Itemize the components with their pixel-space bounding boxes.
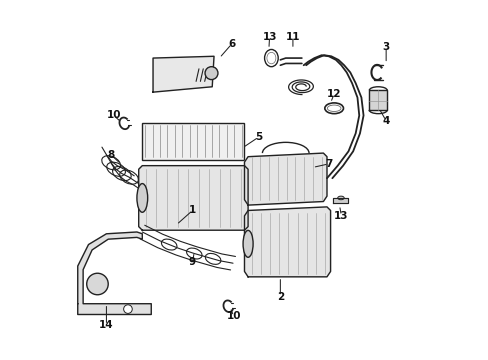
Text: 10: 10 xyxy=(106,111,121,121)
Polygon shape xyxy=(244,207,330,277)
Ellipse shape xyxy=(137,184,147,212)
Text: 14: 14 xyxy=(99,320,114,330)
Text: 13: 13 xyxy=(333,211,348,221)
Text: 8: 8 xyxy=(107,150,115,160)
Text: 9: 9 xyxy=(188,257,196,267)
Text: 11: 11 xyxy=(285,32,300,41)
Text: 13: 13 xyxy=(262,32,276,41)
Circle shape xyxy=(86,273,108,295)
Text: 12: 12 xyxy=(326,89,341,99)
Polygon shape xyxy=(139,166,247,230)
Polygon shape xyxy=(244,153,326,205)
Ellipse shape xyxy=(243,230,253,257)
Circle shape xyxy=(204,67,218,80)
Ellipse shape xyxy=(337,196,344,200)
Text: 4: 4 xyxy=(382,116,389,126)
Circle shape xyxy=(123,305,132,314)
Text: 5: 5 xyxy=(255,132,262,142)
Bar xyxy=(142,123,244,160)
Polygon shape xyxy=(333,198,348,203)
Polygon shape xyxy=(153,56,214,92)
Polygon shape xyxy=(368,90,386,110)
Text: 3: 3 xyxy=(382,42,389,52)
Text: 6: 6 xyxy=(228,39,235,49)
Text: 10: 10 xyxy=(226,311,241,321)
Text: 7: 7 xyxy=(325,159,332,169)
Text: 1: 1 xyxy=(188,206,196,216)
Text: 2: 2 xyxy=(276,292,284,302)
Polygon shape xyxy=(78,232,151,315)
